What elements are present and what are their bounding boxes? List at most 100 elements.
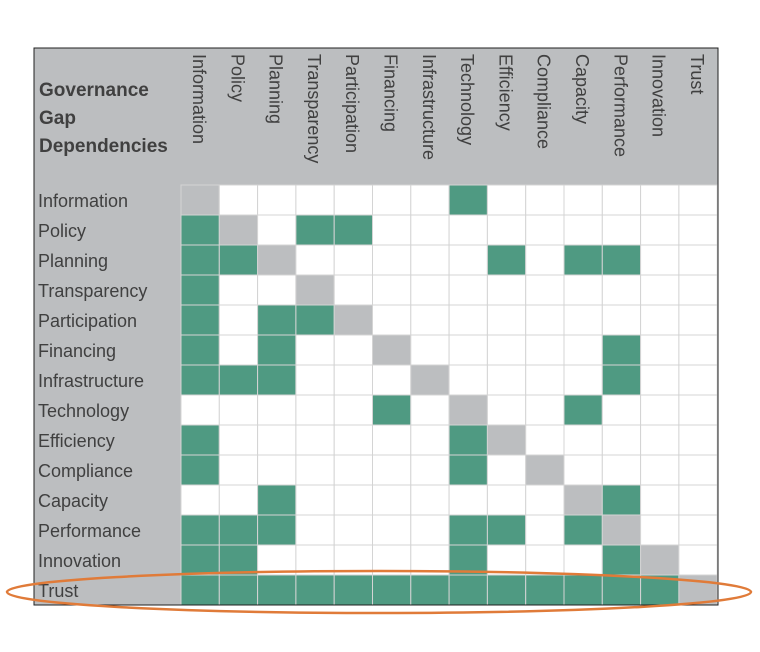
matrix-cell-planning-participation [333,244,374,276]
matrix-cell-compliance-participation [333,454,374,486]
row-label-financing: Financing [38,341,116,361]
matrix-cell-efficiency-financing [372,424,412,456]
matrix-cell-infrastructure-planning [257,364,297,396]
matrix-cell-technology-innovation [640,394,680,426]
matrix-cell-transparency-participation [333,274,374,306]
matrix-cell-participation-technology [448,304,488,336]
matrix-cell-infrastructure-performance [601,364,642,396]
row-label-information: Information [38,191,128,211]
matrix-cell-trust-transparency [295,574,335,606]
matrix-cell-participation-innovation [640,304,680,336]
matrix-cell-capacity-financing [372,484,412,516]
matrix-cell-information-infrastructure [410,184,450,216]
matrix-cell-financing-policy [218,334,259,366]
matrix-cell-infrastructure-infrastructure [410,364,450,396]
matrix-cell-trust-infrastructure [410,574,450,606]
matrix-cell-technology-policy [218,394,259,426]
matrix-cell-financing-financing [372,334,412,366]
matrix-cell-financing-efficiency [486,334,527,366]
matrix-cell-performance-technology [448,514,488,546]
matrix-cell-transparency-policy [218,274,259,306]
matrix-cell-information-transparency [295,184,335,216]
matrix-cell-capacity-planning [257,484,297,516]
matrix-cell-innovation-planning [257,544,297,576]
matrix-cell-planning-capacity [563,244,603,276]
matrix-cell-participation-efficiency [486,304,527,336]
row-label-background [34,185,181,605]
matrix-cell-planning-trust [678,244,718,276]
matrix-cell-innovation-capacity [563,544,603,576]
matrix-cell-compliance-innovation [640,454,680,486]
matrix-cell-performance-policy [218,514,259,546]
row-label-efficiency: Efficiency [38,431,115,451]
matrix-cell-participation-planning [257,304,297,336]
matrix-cell-information-participation [333,184,374,216]
matrix-cell-transparency-financing [372,274,412,306]
row-label-policy: Policy [38,221,86,241]
matrix-cell-technology-participation [333,394,374,426]
matrix-cell-efficiency-policy [218,424,259,456]
matrix-cell-performance-innovation [640,514,680,546]
matrix-cell-performance-information [180,514,220,546]
trust-row-highlight-ellipse [5,569,753,615]
matrix-cell-policy-planning [257,214,297,246]
column-label-innovation: Innovation [649,54,669,137]
matrix-cell-information-innovation [640,184,680,216]
chart-title-line-3: Dependencies [39,136,168,157]
matrix-cell-capacity-innovation [640,484,680,516]
matrix-cell-efficiency-trust [678,424,718,456]
matrix-cell-innovation-innovation [640,544,680,576]
matrix-cell-planning-financing [372,244,412,276]
column-label-participation: Participation [342,54,362,153]
matrix-cell-innovation-compliance [525,544,565,576]
matrix-cell-financing-planning [257,334,297,366]
matrix-cell-compliance-trust [678,454,718,486]
matrix-cell-trust-information [180,574,220,606]
matrix-cell-policy-policy [218,214,259,246]
matrix-cell-technology-infrastructure [410,394,450,426]
row-label-capacity: Capacity [38,491,108,511]
matrix-cell-transparency-trust [678,274,718,306]
row-label-compliance: Compliance [38,461,133,481]
matrix-cell-efficiency-infrastructure [410,424,450,456]
matrix-cell-planning-technology [448,244,488,276]
matrix-cell-planning-policy [218,244,259,276]
matrix-cell-transparency-compliance [525,274,565,306]
matrix-cell-planning-performance [601,244,642,276]
matrix-cell-capacity-infrastructure [410,484,450,516]
matrix-cell-information-efficiency [486,184,527,216]
matrix-cell-efficiency-participation [333,424,374,456]
matrix-cell-capacity-participation [333,484,374,516]
matrix-cell-compliance-financing [372,454,412,486]
matrix-cell-planning-innovation [640,244,680,276]
matrix-cell-technology-capacity [563,394,603,426]
matrix-cell-infrastructure-transparency [295,364,335,396]
matrix-cell-financing-transparency [295,334,335,366]
matrix-cell-policy-participation [333,214,374,246]
matrix-cell-compliance-planning [257,454,297,486]
matrix-cell-efficiency-compliance [525,424,565,456]
matrix-cell-efficiency-performance [601,424,642,456]
matrix-cell-compliance-performance [601,454,642,486]
matrix-cell-financing-participation [333,334,374,366]
matrix-cell-performance-compliance [525,514,565,546]
matrix-cell-information-policy [218,184,259,216]
matrix-cell-performance-capacity [563,514,603,546]
row-label-planning: Planning [38,251,108,271]
matrix-cell-transparency-information [180,274,220,306]
matrix-cell-transparency-technology [448,274,488,306]
matrix-cell-compliance-infrastructure [410,454,450,486]
matrix-cell-policy-trust [678,214,718,246]
matrix-cell-infrastructure-efficiency [486,364,527,396]
matrix-cell-efficiency-capacity [563,424,603,456]
matrix-cell-planning-transparency [295,244,335,276]
matrix-cell-compliance-technology [448,454,488,486]
matrix-cell-performance-trust [678,514,718,546]
matrix-cell-efficiency-planning [257,424,297,456]
matrix-cell-infrastructure-financing [372,364,412,396]
matrix-cell-capacity-information [180,484,220,516]
row-label-technology: Technology [38,401,129,421]
matrix-cell-planning-compliance [525,244,565,276]
matrix-cell-capacity-compliance [525,484,565,516]
matrix-cell-information-information [180,184,220,216]
